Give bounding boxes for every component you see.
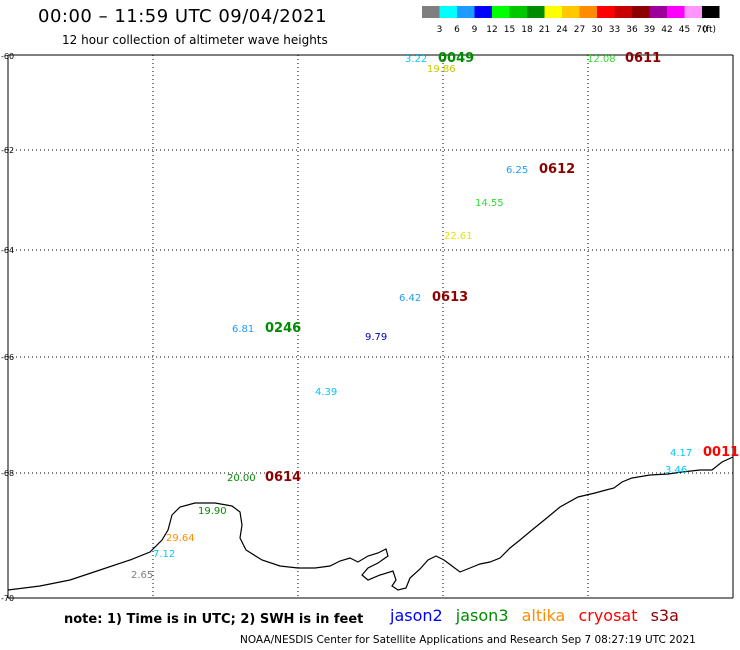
colorbar-swatch [579,6,597,18]
colorbar-swatch [527,6,545,18]
colorbar-tick-label: 36 [626,25,638,35]
pass-time-label: 0049 [438,51,474,66]
page-title: 00:00 – 11:59 UTC 09/04/2021 [38,6,328,27]
wave-height-label: 12.08 [587,54,616,65]
satellite-legend: jason2 jason3 altika cryosat s3a [390,606,687,625]
wave-height-label: 19.90 [198,506,227,517]
wave-height-label: 19.86 [427,64,456,75]
wave-height-label: 3.22 [405,54,427,65]
coastline [7,456,734,591]
colorbar-swatch [702,6,720,18]
colorbar-tick-label: 12 [486,25,497,35]
altimeter-map: -60 -62 -64 -66 -68 -70 30 33 36 39 42 4… [1,51,739,603]
colorbar-swatch [632,6,650,18]
colorbar-swatch [597,6,615,18]
wave-height-label: 4.17 [670,448,692,459]
pass-time-label: 0614 [265,470,301,485]
pass-time-label: 0611 [625,51,661,66]
credit-line: NOAA/NESDIS Center for Satellite Applica… [240,634,696,646]
wave-height-label: 20.00 [227,473,256,484]
colorbar-tick-label: 33 [609,25,620,35]
lat-label-62: -62 [1,146,14,155]
page-subtitle: 12 hour collection of altimeter wave hei… [62,33,328,47]
wave-height-label: 3.46 [665,465,687,476]
lat-label-64: -64 [1,246,14,255]
colorbar-tick-label: 27 [574,25,585,35]
pass-time-label: 0011 [703,445,739,460]
pass-time-label: 0612 [539,162,575,177]
wave-height-label: 6.25 [506,165,528,176]
wave-height-label: 6.42 [399,293,421,304]
colorbar-tick-label: 9 [472,25,478,35]
legend-jason3: jason3 [455,606,509,625]
colorbar-swatch [684,6,702,18]
wave-height-label: 6.81 [232,324,254,335]
lat-label-66: -66 [1,353,14,362]
wave-height-label: 4.39 [315,387,337,398]
legend-s3a: s3a [650,606,679,625]
colorbar-tick-label: 42 [661,25,672,35]
graticule [8,55,733,598]
footnote: note: 1) Time is in UTC; 2) SWH is in fe… [64,612,364,627]
colorbar-tick-label: 39 [644,25,656,35]
lat-label-68: -68 [1,469,14,478]
pass-time-label: 0613 [432,290,468,305]
legend-cryosat: cryosat [578,606,638,625]
colorbar-tick-label: 70 [696,25,708,35]
wave-height-label: 22.61 [444,231,473,242]
colorbar-swatch [422,6,440,18]
colorbar-tick-label: 45 [679,25,690,35]
colorbar-tick-label: 6 [454,25,460,35]
colorbar-tick-label: 30 [591,25,603,35]
lat-label-70: -70 [1,594,14,603]
colorbar-swatch [667,6,685,18]
colorbar-swatch [614,6,632,18]
colorbar-tick-label: 18 [521,25,533,35]
colorbar-swatch [474,6,492,18]
colorbar-tick-label: 3 [437,25,443,35]
colorbar-swatch [492,6,510,18]
wave-height-label: 29.64 [166,533,195,544]
colorbar-swatch [439,6,457,18]
colorbar-tick-label: 24 [556,25,568,35]
colorbar-swatch [649,6,667,18]
legend-altika: altika [521,606,566,625]
wave-height-label: 7.12 [153,549,175,560]
wave-height-label: 14.55 [475,198,504,209]
wave-height-colorbar: 3 6 9 12 15 18 21 24 27 30 33 36 39 42 45 70(ft) [422,6,720,35]
colorbar-swatch [544,6,562,18]
colorbar-unit-label: (ft) [703,25,717,35]
colorbar-tick-label: 21 [539,25,550,35]
wave-height-label: 2.65 [131,570,153,581]
colorbar-swatch [457,6,475,18]
colorbar-swatch [562,6,580,18]
colorbar-swatch [509,6,527,18]
wave-height-label: 9.79 [365,332,387,343]
colorbar-tick-label: 15 [504,25,515,35]
pass-time-label: 0246 [265,321,301,336]
legend-jason2: jason2 [390,606,443,625]
lat-label-60: -60 [1,52,14,61]
